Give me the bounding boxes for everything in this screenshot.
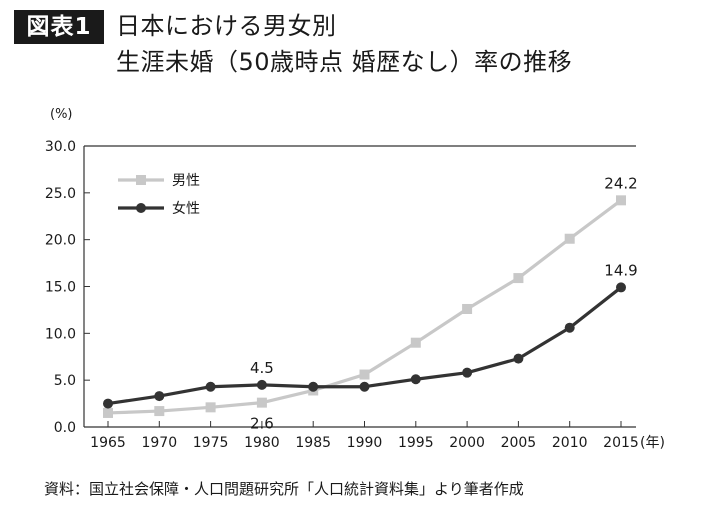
x-tick-label: 1970 <box>141 435 177 451</box>
legend-label: 男性 <box>172 173 200 189</box>
data-point-circle <box>308 381 319 392</box>
x-tick-label: 1965 <box>90 435 126 451</box>
legend-label: 女性 <box>172 200 200 217</box>
x-tick-label: 1985 <box>295 435 331 451</box>
x-tick-label: 2005 <box>501 435 537 451</box>
data-label: 14.9 <box>604 261 637 279</box>
source-note: 資料：国立社会保障・人口問題研究所「人口統計資料集」より筆者作成 <box>44 480 524 498</box>
data-point-square <box>513 273 524 284</box>
legend-marker-square <box>136 175 146 185</box>
line-chart: 0.0 5.0 10.0 15.0 20.0 25.0 30.0 (%) 1965 1970 197… <box>45 107 665 451</box>
data-point-circle <box>103 398 113 409</box>
data-point-circle <box>513 353 524 364</box>
data-point-square <box>564 233 575 244</box>
figure-title-line-1: 日本における男女別 <box>116 12 337 40</box>
legend-marker-circle <box>136 203 146 213</box>
data-point-square <box>256 397 267 408</box>
y-tick-label: 30.0 <box>45 139 76 155</box>
x-tick-label: 1995 <box>398 435 434 451</box>
data-point-square <box>359 369 370 380</box>
y-tick-label: 5.0 <box>54 373 76 389</box>
data-point-square <box>616 195 626 206</box>
figure-number-badge: 図表1 <box>14 10 104 44</box>
y-tick-label: 10.0 <box>45 326 76 342</box>
y-tick-label: 25.0 <box>45 186 76 202</box>
data-point-circle <box>256 379 267 390</box>
figure-title: 日本における男女別 生涯未婚（50歳時点 婚歴なし）率の推移 <box>116 8 572 80</box>
data-point-circle <box>462 367 473 378</box>
y-tick-label: 0.0 <box>54 420 76 436</box>
data-point-square <box>154 406 165 417</box>
data-point-circle <box>359 381 370 392</box>
data-point-square <box>103 407 113 418</box>
x-tick-label: 1980 <box>244 435 280 451</box>
x-tick-label: 2000 <box>449 435 485 451</box>
data-label: 4.5 <box>250 359 274 377</box>
data-label: 24.2 <box>604 174 637 192</box>
series-line-male <box>107 199 622 415</box>
y-unit-label: (%) <box>50 107 73 122</box>
y-tick-label: 15.0 <box>45 280 76 296</box>
data-point-square <box>205 402 216 413</box>
x-tick-label: 2010 <box>552 435 588 451</box>
x-tick-label: 2015 <box>603 435 639 451</box>
data-point-circle <box>410 374 421 385</box>
data-point-circle <box>564 322 575 333</box>
x-unit-label: (年) <box>640 435 665 451</box>
data-point-circle <box>205 381 216 392</box>
figure-title-line-2: 生涯未婚（50歳時点 婚歴なし）率の推移 <box>116 48 573 76</box>
x-tick-label: 1990 <box>347 435 383 451</box>
data-point-circle <box>154 391 165 402</box>
data-point-circle <box>616 282 626 293</box>
data-point-square <box>410 337 421 348</box>
y-tick-label: 20.0 <box>45 233 76 249</box>
data-label: 2.6 <box>250 415 274 433</box>
x-tick-label: 1975 <box>193 435 229 451</box>
data-point-square <box>462 303 473 314</box>
